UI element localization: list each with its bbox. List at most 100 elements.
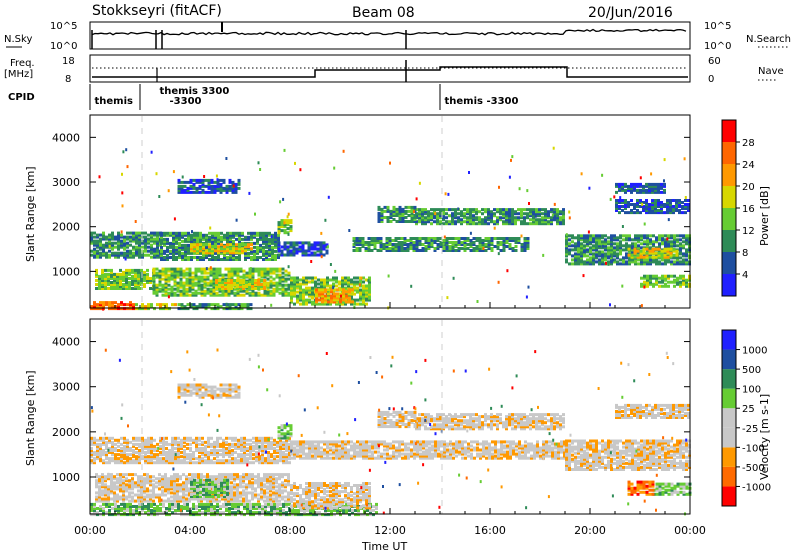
data-cell	[365, 292, 368, 296]
data-cell	[424, 212, 427, 216]
data-cell	[639, 199, 642, 202]
data-cell	[209, 477, 212, 481]
nsky-tick-left-top: 10^5	[50, 21, 77, 32]
data-cell	[392, 209, 396, 213]
data-cell	[161, 293, 165, 297]
data-cell	[508, 237, 512, 240]
data-cell	[293, 280, 296, 284]
data-cell	[318, 288, 321, 292]
data-cell	[508, 247, 512, 250]
data-cell	[161, 491, 164, 495]
data-cell	[225, 502, 228, 506]
data-cell	[185, 483, 188, 487]
data-cell	[550, 208, 553, 212]
data-cell	[242, 473, 245, 477]
data-cell	[208, 249, 211, 253]
data-cell	[272, 293, 276, 297]
data-cell	[153, 253, 156, 257]
data-cell	[241, 243, 244, 247]
data-cell	[169, 233, 172, 237]
data-cell	[290, 288, 293, 292]
data-cell	[666, 211, 669, 215]
data-cell	[574, 258, 577, 262]
data-cell	[388, 247, 392, 250]
data-cell	[550, 222, 553, 226]
data-cell	[203, 497, 206, 501]
data-cell	[233, 483, 236, 487]
data-cell	[634, 262, 637, 266]
data-cell	[101, 473, 104, 477]
data-cell	[265, 253, 268, 257]
data-cell	[439, 208, 442, 212]
data-cell	[282, 511, 285, 515]
data-cell	[242, 273, 246, 277]
data-cell	[252, 507, 255, 510]
data-cell	[415, 249, 419, 252]
data-cell	[433, 208, 436, 212]
data-cell	[580, 258, 583, 262]
data-cell	[101, 491, 104, 495]
data-cell	[128, 483, 131, 487]
data-cell	[110, 487, 113, 491]
data-cell	[170, 293, 174, 297]
data-cell	[146, 479, 149, 483]
data-cell	[269, 285, 273, 289]
data-cell	[673, 244, 676, 248]
data-cell	[173, 267, 177, 271]
data-cell	[235, 237, 238, 241]
data-cell	[214, 256, 217, 259]
data-cell	[645, 190, 648, 194]
data-cell	[463, 249, 467, 252]
data-cell	[257, 283, 260, 286]
data-cell	[173, 293, 177, 297]
data-cell	[538, 210, 541, 214]
data-cell	[553, 216, 556, 220]
data-cell	[175, 237, 178, 241]
data-cell	[99, 237, 102, 241]
data-cell	[132, 303, 135, 307]
data-cell	[111, 251, 114, 255]
data-cell	[418, 216, 421, 220]
data-cell	[197, 477, 200, 481]
data-cell	[178, 241, 181, 245]
data-cell	[361, 245, 365, 248]
data-cell	[672, 199, 675, 202]
data-cell	[166, 253, 169, 257]
data-cell	[248, 277, 252, 281]
data-cell	[183, 505, 186, 508]
data-cell	[240, 502, 243, 506]
data-cell	[305, 286, 308, 290]
data-cell	[134, 272, 137, 276]
data-cell	[375, 502, 378, 506]
data-cell	[475, 237, 479, 240]
data-cell	[248, 479, 251, 483]
data-cell	[200, 279, 204, 283]
data-cell	[685, 250, 688, 254]
data-cell	[478, 210, 481, 214]
data-cell	[395, 209, 399, 213]
data-cell	[344, 302, 347, 306]
data-cell	[286, 231, 290, 235]
data-cell	[373, 243, 377, 246]
data-cell	[147, 245, 150, 249]
data-cell	[98, 487, 101, 491]
data-cell	[369, 509, 372, 512]
data-cell	[117, 231, 120, 235]
data-cell	[604, 244, 607, 248]
data-cell	[469, 220, 472, 224]
data-cell	[478, 241, 482, 244]
data-cell	[433, 247, 437, 250]
data-cell	[550, 210, 553, 214]
data-cell	[300, 513, 303, 517]
data-cell	[238, 235, 241, 239]
data-cell	[586, 248, 589, 252]
data-cell	[144, 507, 147, 510]
data-cell	[122, 277, 125, 280]
data-cell	[305, 278, 308, 282]
data-cell	[302, 276, 305, 280]
data-cell	[278, 277, 282, 281]
data-cell	[436, 212, 439, 216]
data-cell	[236, 273, 240, 277]
data-cell	[176, 483, 179, 487]
data-cell	[652, 274, 655, 278]
